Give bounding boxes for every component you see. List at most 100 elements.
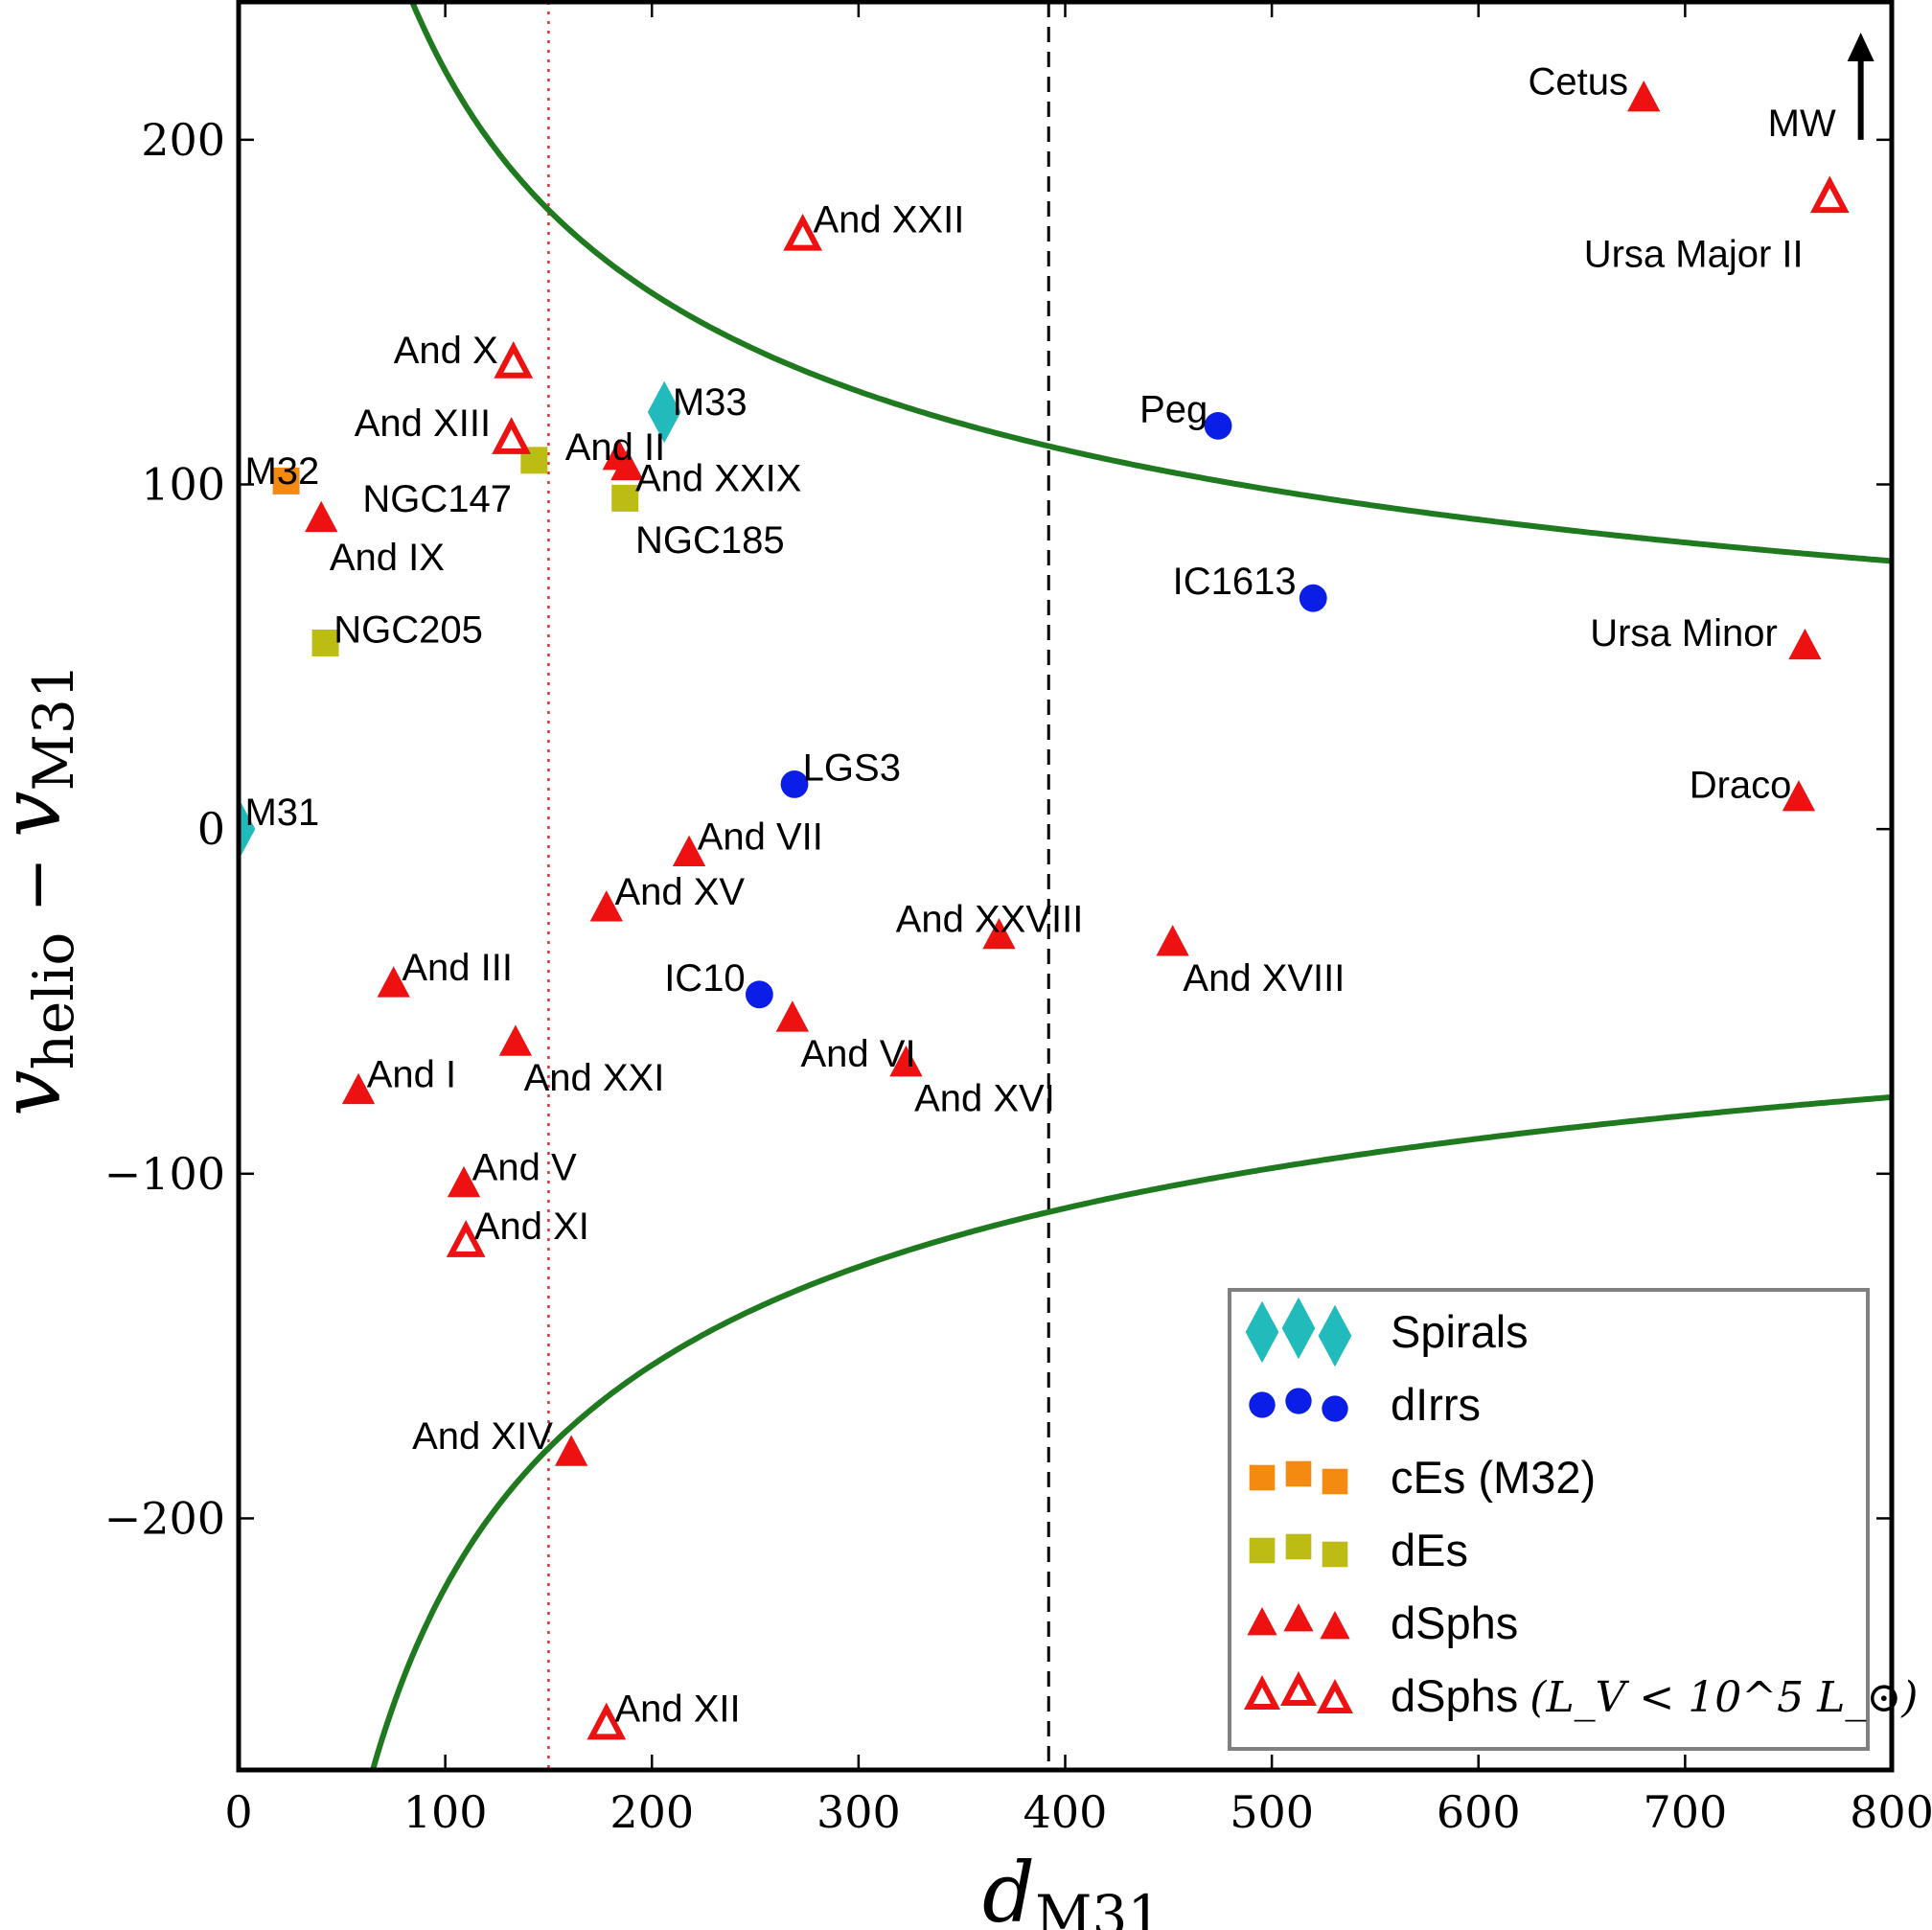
point-label: And IX bbox=[330, 537, 445, 579]
y-axis-label-sub2: M31 bbox=[21, 663, 86, 791]
point-label: And VII bbox=[698, 816, 823, 858]
point-ces bbox=[272, 467, 300, 494]
point-dsphs_faint bbox=[1809, 175, 1850, 214]
point-label: And VI bbox=[801, 1033, 916, 1075]
escape-curve-upper bbox=[408, 2, 1892, 564]
point-label: And XIV bbox=[412, 1415, 553, 1458]
axis-ticks: 0 100 200 300 400 500 600 700 800 −200 −100 0 100 200 bbox=[104, 2, 1932, 1838]
legend-label-des: dEs bbox=[1391, 1525, 1468, 1575]
point-dsphs_faint bbox=[494, 341, 534, 379]
mw-arrow-head bbox=[1847, 32, 1874, 61]
legend-marker-dsphs_faint bbox=[1244, 1674, 1280, 1710]
x-tick-label: 200 bbox=[610, 1786, 694, 1838]
point-dsphs_faint bbox=[492, 417, 531, 454]
point-dsphs bbox=[589, 890, 623, 922]
legend-marker-spirals bbox=[1281, 1297, 1316, 1360]
legend-label-spirals: Spirals bbox=[1391, 1306, 1529, 1357]
x-tick-label: 700 bbox=[1643, 1786, 1727, 1838]
point-label: And XXI bbox=[524, 1057, 665, 1099]
point-label: M33 bbox=[673, 381, 748, 424]
reference-lines bbox=[547, 2, 1050, 1770]
point-label: And XXIX bbox=[635, 457, 801, 499]
legend-marker-ces bbox=[1285, 1460, 1312, 1487]
point-label: And XVIII bbox=[1183, 957, 1345, 999]
points-clipped bbox=[239, 80, 1850, 1740]
point-label: NGC205 bbox=[334, 609, 483, 652]
point-dsphs bbox=[554, 1435, 588, 1466]
x-axis-label-sub: M31 bbox=[1035, 1883, 1162, 1930]
point-label: Ursa Major II bbox=[1584, 234, 1804, 276]
point-dsphs_faint bbox=[586, 1702, 627, 1740]
plot-frame bbox=[236, 0, 1895, 1773]
point-dsphs bbox=[377, 966, 410, 998]
point-dsphs bbox=[1627, 80, 1661, 112]
point-label: And XXII bbox=[813, 199, 964, 241]
point-spirals bbox=[647, 380, 681, 444]
x-tick-label: 100 bbox=[403, 1786, 488, 1838]
point-label: And XI bbox=[474, 1206, 589, 1248]
point-dsphs bbox=[305, 500, 338, 533]
point-des bbox=[611, 484, 639, 512]
legend-marker-des bbox=[1322, 1541, 1348, 1568]
y-tick-label: 200 bbox=[141, 114, 225, 166]
point-label: LGS3 bbox=[803, 747, 901, 789]
legend-marker-dsphs bbox=[1320, 1611, 1350, 1640]
point-label: IC10 bbox=[664, 957, 746, 999]
point-dsphs bbox=[1782, 780, 1816, 812]
point-label: And II bbox=[565, 426, 666, 469]
legend-marker-spirals bbox=[1318, 1304, 1352, 1367]
legend-marker-dirrs bbox=[1249, 1391, 1276, 1418]
x-axis-label-main: d bbox=[982, 1846, 1035, 1930]
point-label: Cetus bbox=[1529, 61, 1629, 103]
x-tick-label: 500 bbox=[1230, 1786, 1314, 1838]
point-label: NGC147 bbox=[362, 478, 512, 520]
point-label: And XIII bbox=[355, 402, 491, 445]
y-axis-label-sub1: helio bbox=[21, 932, 86, 1070]
point-dsphs bbox=[341, 1072, 376, 1105]
legend: Spirals dIrrs cEs (M32) dEs dSphs dSphs (L_V <… bbox=[1228, 1288, 1918, 1751]
point-dsphs bbox=[775, 1000, 810, 1032]
legend-marker-ces bbox=[1249, 1464, 1276, 1491]
legend-marker-des bbox=[1249, 1537, 1276, 1564]
x-tick-label: 0 bbox=[224, 1786, 252, 1838]
y-tick-label: 0 bbox=[197, 803, 225, 855]
escape-velocity-curves bbox=[369, 2, 1892, 1770]
legend-label-ces: cEs (M32) bbox=[1391, 1452, 1596, 1503]
point-dsphs bbox=[672, 835, 706, 866]
point-dirrs bbox=[780, 770, 809, 798]
y-axis-label-minus: − bbox=[0, 857, 76, 913]
point-label: M32 bbox=[244, 450, 319, 493]
point-dirrs bbox=[745, 980, 773, 1009]
y-tick-label: −200 bbox=[104, 1492, 225, 1544]
point-dsphs_faint bbox=[783, 213, 823, 251]
point-label: Peg bbox=[1139, 388, 1208, 430]
point-label: And XV bbox=[614, 871, 745, 913]
point-dirrs bbox=[1299, 584, 1327, 612]
data-points bbox=[239, 80, 1850, 1740]
legend-marker-dsphs bbox=[1283, 1603, 1314, 1632]
point-label: Draco bbox=[1690, 764, 1792, 806]
legend-marker-dsphs_faint bbox=[1317, 1678, 1353, 1713]
legend-marker-dsphs_faint bbox=[1280, 1670, 1317, 1706]
legend-box bbox=[1228, 1288, 1870, 1751]
point-dirrs bbox=[1204, 411, 1232, 440]
point-dsphs_faint bbox=[446, 1220, 486, 1257]
escape-curve-lower bbox=[369, 1093, 1892, 1770]
y-tick-label: 100 bbox=[141, 459, 225, 511]
point-label: NGC185 bbox=[635, 519, 785, 562]
legend-marker-dsphs bbox=[1247, 1607, 1277, 1636]
legend-marker-spirals bbox=[1245, 1300, 1279, 1364]
legend-marker-ces bbox=[1322, 1468, 1348, 1495]
legend-label-math: (L_V < 10^5 L_⊙) bbox=[1530, 1673, 1918, 1722]
legend-label-dsphs_faint: dSphs (L_V < 10^5 L_⊙) bbox=[1391, 1670, 1918, 1722]
legend-label-dsphs: dSphs bbox=[1391, 1597, 1518, 1648]
legend-marker-dirrs bbox=[1285, 1388, 1312, 1414]
point-label: And X bbox=[394, 330, 498, 372]
x-tick-label: 800 bbox=[1850, 1786, 1932, 1838]
mw-arrow bbox=[1847, 32, 1874, 140]
y-axis-label-main2: v bbox=[0, 791, 80, 838]
legend-marker-des bbox=[1285, 1533, 1312, 1560]
x-tick-label: 400 bbox=[1024, 1786, 1108, 1838]
point-label: IC1613 bbox=[1173, 561, 1297, 603]
